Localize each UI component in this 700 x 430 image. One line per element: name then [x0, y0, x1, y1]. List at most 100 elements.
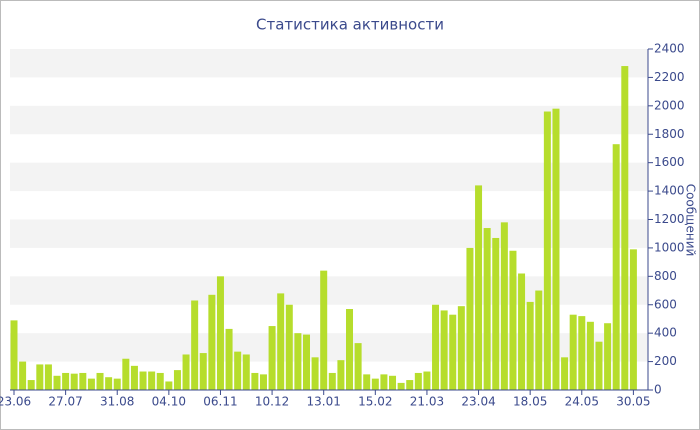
bar — [389, 375, 397, 390]
y-tick-label: 2400 — [654, 42, 685, 56]
bar — [199, 353, 207, 390]
bar — [535, 290, 543, 390]
bar — [156, 372, 164, 390]
bar — [475, 185, 483, 390]
bar — [543, 111, 551, 391]
bar — [483, 228, 491, 390]
bar — [225, 328, 233, 390]
bar — [113, 378, 121, 390]
bar — [130, 365, 138, 390]
band — [10, 219, 648, 248]
bar — [165, 381, 173, 390]
bar — [216, 276, 224, 390]
bar — [440, 310, 448, 390]
band — [10, 49, 648, 78]
bar — [569, 314, 577, 390]
y-tick-label: 1800 — [654, 127, 685, 141]
y-tick-label: 2000 — [654, 98, 685, 112]
bar — [561, 357, 569, 390]
bar — [173, 370, 181, 390]
x-tick-label: 21.03 — [410, 395, 444, 409]
bar — [234, 351, 242, 390]
bar — [612, 144, 620, 390]
bar — [122, 358, 130, 390]
bar — [96, 372, 104, 390]
bar — [311, 357, 319, 390]
bar — [19, 361, 27, 390]
x-tick-label: 13.01 — [307, 395, 341, 409]
y-tick-label: 1000 — [654, 240, 685, 254]
y-tick-label: 1400 — [654, 184, 685, 198]
bar — [302, 334, 310, 390]
bar — [208, 294, 216, 390]
bar — [621, 66, 629, 391]
x-tick-label: 23.06 — [0, 395, 31, 409]
bar — [182, 354, 190, 390]
y-tick-label: 400 — [654, 326, 677, 340]
y-tick-label: 200 — [654, 354, 677, 368]
bar — [518, 273, 526, 390]
bar — [380, 374, 388, 390]
y-tick-label: 1600 — [654, 155, 685, 169]
band — [10, 105, 648, 135]
bar — [457, 306, 465, 390]
bar — [337, 360, 345, 390]
x-tick-label: 15.02 — [358, 395, 392, 409]
bar — [36, 364, 44, 390]
bar — [320, 270, 328, 390]
x-tick-label: 23.04 — [461, 395, 495, 409]
y-tick-label: 800 — [654, 269, 677, 283]
bar — [406, 380, 414, 390]
bar — [79, 372, 87, 390]
bar — [526, 301, 534, 390]
bar — [509, 250, 517, 390]
band — [10, 333, 648, 362]
bar — [346, 309, 354, 390]
bar — [148, 371, 156, 390]
bar — [586, 321, 594, 390]
band — [10, 276, 648, 305]
bar — [578, 316, 586, 390]
bar — [449, 314, 457, 390]
bar — [414, 372, 422, 390]
bar — [268, 326, 276, 390]
bar — [397, 382, 405, 390]
x-tick-label: 27.07 — [48, 395, 82, 409]
bar — [259, 374, 267, 390]
bar — [604, 323, 612, 390]
bar — [44, 364, 52, 390]
bar — [423, 371, 431, 390]
chart-title: Статистика активности — [256, 16, 444, 34]
bar — [629, 249, 637, 390]
bar — [139, 371, 147, 390]
y-tick-label: 600 — [654, 297, 677, 311]
bar — [363, 374, 371, 390]
bar — [277, 293, 285, 390]
bar — [10, 320, 18, 390]
bar — [70, 373, 78, 390]
band — [10, 162, 648, 192]
bar — [371, 378, 379, 390]
bar — [191, 300, 199, 390]
bar — [294, 333, 302, 390]
bar — [242, 354, 250, 390]
x-tick-label: 06.11 — [203, 395, 237, 409]
x-tick-label: 10.12 — [255, 395, 289, 409]
x-tick-label: 31.08 — [100, 395, 134, 409]
bar — [552, 108, 560, 391]
bar — [251, 372, 259, 390]
bar — [105, 377, 113, 390]
y-axis-label: Сообщений — [684, 184, 698, 257]
bar — [432, 304, 440, 390]
bar — [62, 372, 70, 390]
y-tick-label: 1200 — [654, 212, 685, 226]
bar — [500, 222, 508, 390]
bar — [53, 375, 61, 390]
x-tick-label: 30.05 — [616, 395, 650, 409]
bar — [466, 247, 474, 390]
y-tick-label: 2200 — [654, 70, 685, 84]
bar — [328, 372, 336, 390]
bar — [354, 343, 362, 390]
bar — [285, 304, 293, 390]
